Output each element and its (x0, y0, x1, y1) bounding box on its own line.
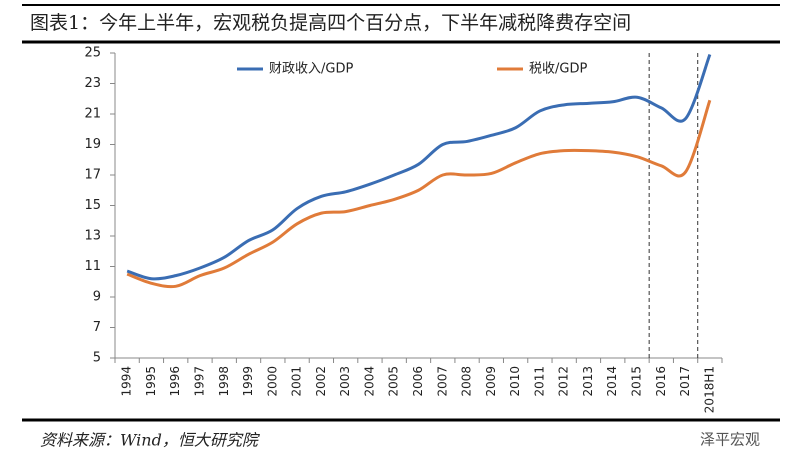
x-tick-label: 2016 (654, 366, 668, 397)
y-tick-label: 9 (93, 290, 101, 305)
watermark: 泽平宏观 (700, 431, 760, 449)
y-tick-label: 15 (84, 198, 101, 213)
x-tick-label: 1998 (217, 366, 231, 397)
x-tick-label: 2008 (460, 366, 474, 397)
x-tick-label: 1996 (168, 366, 182, 397)
x-tick-label: 2000 (265, 366, 279, 397)
x-tick-label: 2013 (581, 366, 595, 397)
x-tick-label: 1995 (144, 366, 158, 397)
x-tick-label: 2017 (678, 366, 692, 397)
y-tick-label: 25 (84, 46, 101, 61)
legend-label: 税收/GDP (529, 62, 587, 77)
chart-title: 图表1：今年上半年，宏观税负提高四个百分点，下半年减税降费存空间 (30, 12, 631, 34)
y-tick-label: 19 (84, 137, 101, 152)
x-tick-label: 2012 (557, 366, 571, 397)
y-tick-label: 5 (93, 351, 101, 366)
y-tick-label: 23 (84, 76, 101, 91)
x-tick-label: 2015 (630, 366, 644, 397)
x-tick-label: 2007 (435, 366, 449, 397)
x-tick-label: 2010 (508, 366, 522, 397)
source: 资料来源：Wind，恒大研究院 (40, 431, 261, 450)
x-tick-label: 2014 (605, 366, 619, 397)
x-tick-label: 2011 (532, 366, 546, 397)
series-line (126, 53, 712, 281)
x-tick-label: 2006 (411, 366, 425, 397)
x-tick-label: 1999 (241, 366, 255, 397)
y-tick-label: 17 (84, 168, 101, 183)
x-tick-label: 2018H1 (702, 366, 716, 413)
y-tick-label: 7 (93, 320, 101, 335)
x-tick-label: 1997 (192, 366, 206, 397)
y-tick-label: 13 (84, 229, 101, 244)
legend-label: 财政收入/GDP (269, 62, 353, 77)
x-tick-label: 2003 (338, 366, 352, 397)
y-tick-label: 21 (84, 107, 101, 122)
y-tick-label: 11 (84, 259, 101, 274)
x-tick-label: 2009 (484, 366, 498, 397)
x-tick-label: 2001 (290, 366, 304, 397)
x-tick-label: 2002 (314, 366, 328, 397)
x-tick-label: 2005 (387, 366, 401, 397)
series-line (126, 99, 712, 289)
x-tick-label: 1994 (120, 366, 134, 397)
x-tick-label: 2004 (362, 366, 376, 397)
